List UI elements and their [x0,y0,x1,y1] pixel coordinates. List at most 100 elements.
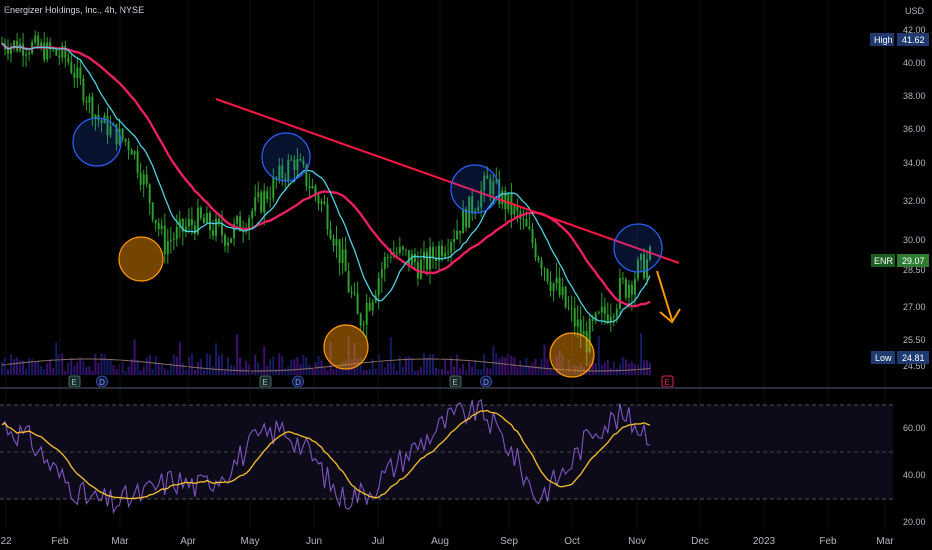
candle-body [293,159,296,170]
volume-bar [335,367,338,375]
candle-body [555,277,558,284]
candle-body [85,101,88,103]
candle-body [546,269,549,282]
down-arrow-annotation[interactable] [656,270,681,324]
volume-bar [444,360,447,375]
support-circle[interactable] [549,332,595,378]
volume-bar [85,366,88,375]
candle-body [477,207,480,212]
dividend-marker[interactable]: D [480,375,492,388]
support-circle[interactable] [323,324,369,370]
volume-bar [537,366,540,375]
volume-bar [513,357,516,375]
candle-body [561,286,564,296]
candle-body [426,252,428,270]
candle-body [169,240,172,242]
volume-bar [615,368,618,375]
rsi-panel [0,398,893,515]
candle-body [239,216,242,232]
volume-bar [407,356,410,375]
time-axis[interactable]: 22 Feb Mar Apr May Jun Jul Aug Sep Oct Nov Dec 2023 F… [0,536,894,547]
candle-body [594,312,597,321]
volume-bar [450,357,453,375]
earnings-marker[interactable]: E [661,375,674,388]
candle-body [136,151,139,173]
candle-body [353,292,356,294]
volume-bar [353,342,356,375]
last-tag-value: 29.07 [902,256,925,266]
candle-body [486,175,489,179]
candle-body [612,316,615,318]
candle-body [332,238,335,246]
volume-bar [269,358,272,375]
candle-body [254,197,257,211]
volume-bar [401,366,404,375]
candle-body [281,165,284,179]
ma-short-line [1,42,651,324]
volume-bar [31,358,34,375]
candle-body [603,306,606,315]
candle-body [646,259,648,278]
volume-bar [181,362,184,375]
support-circle[interactable] [118,236,164,282]
volume-bar [649,363,651,375]
volume-bar [215,343,217,375]
time-tick-label: Dec [691,536,709,547]
time-tick-label: Feb [819,536,837,547]
annotation-circles[interactable] [72,117,663,378]
volume-bar [293,359,296,375]
candle-body [528,226,531,229]
rsi-axis[interactable]: 60.00 40.00 20.00 [903,423,926,527]
volume-bar [522,366,525,375]
volume-bar [438,369,440,375]
candle-body [335,239,338,246]
candle-body [624,279,627,298]
candle-body [118,128,121,145]
volume-bar [332,369,335,375]
candle-body [615,308,618,317]
candle-body [266,191,269,200]
volume-bar [272,356,275,375]
resistance-circle[interactable] [450,164,500,214]
time-tick-label: Nov [628,536,646,547]
candle-body [196,207,199,234]
candle-body [52,49,55,51]
volume-bar [25,368,28,375]
candle-body [205,213,208,224]
dividend-marker[interactable]: D [96,375,108,388]
volume-bar [404,357,407,375]
time-tick-label: Feb [51,536,69,547]
candle-body [13,40,16,47]
descending-trendline[interactable] [215,98,680,264]
candle-body [67,57,70,63]
volume-bar [516,367,519,375]
volume-bar [600,364,603,375]
price-tick-label: 24.50 [903,361,926,371]
event-letter: E [262,378,267,387]
volume-bar [4,357,6,375]
volume-bar [212,366,214,375]
dividend-marker[interactable]: D [292,375,304,388]
rsi-tick-label: 60.00 [903,423,926,433]
earnings-marker[interactable]: E [259,375,272,388]
candle-body [371,301,374,311]
candle-body [209,213,211,230]
candle-body [453,239,456,243]
candle-body [398,246,401,254]
candle-body [43,42,46,60]
resistance-circle[interactable] [72,117,122,167]
price-axis[interactable]: USD 42.00 40.00 38.00 36.00 34.00 32.00 30.00 2… [903,6,926,371]
candle-body [413,254,416,262]
resistance-circle[interactable] [613,223,663,273]
resistance-circle[interactable] [261,132,311,182]
candle-body [423,252,425,260]
volume-bar [88,366,91,375]
volume-bar [145,357,148,375]
earnings-marker[interactable]: E [449,375,462,388]
volume-bar [275,369,278,375]
earnings-marker[interactable]: E [68,375,81,388]
volume-bar [308,364,311,375]
candle-body [365,303,368,325]
